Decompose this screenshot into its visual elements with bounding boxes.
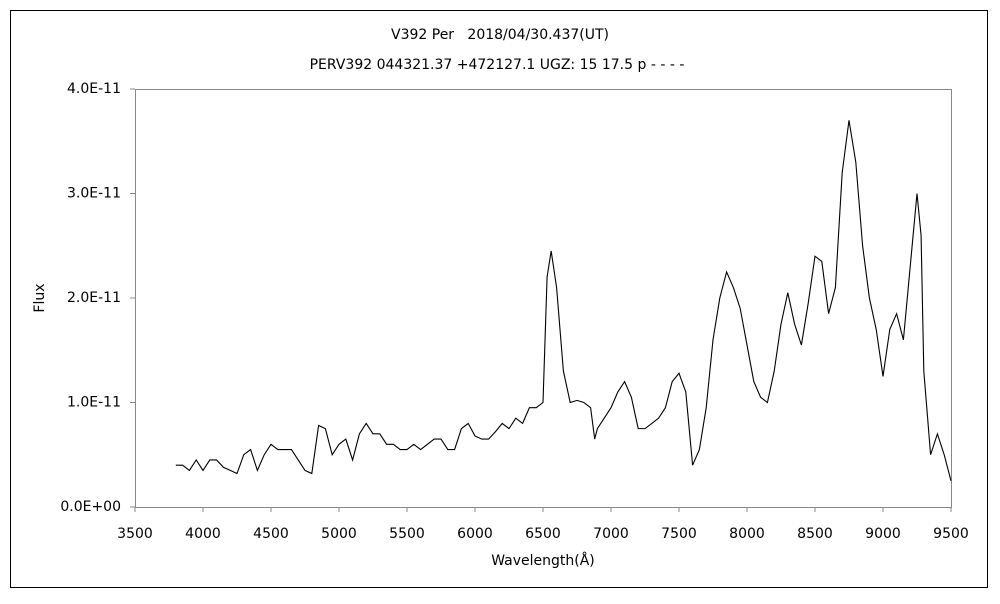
x-tick-label: 5000	[321, 526, 357, 542]
x-axis-label: Wavelength(Å)	[491, 552, 595, 569]
y-tick-label: 4.0E-11	[67, 81, 121, 97]
y-tick-label: 3.0E-11	[67, 186, 121, 202]
chart-title: V392 Per 2018/04/30.437(UT)	[391, 27, 609, 43]
x-tick-label: 9500	[933, 526, 969, 542]
frame	[10, 10, 988, 588]
x-tick-label: 4500	[253, 526, 289, 542]
x-tick-label: 8500	[797, 526, 833, 542]
x-tick-label: 5500	[389, 526, 425, 542]
x-tick-label: 6500	[525, 526, 561, 542]
x-tick-label: 7500	[661, 526, 697, 542]
y-axis-label: Flux	[32, 283, 48, 312]
y-tick-label: 1.0E-11	[67, 395, 121, 411]
x-tick-label: 3500	[117, 526, 153, 542]
x-tick-label: 4000	[185, 526, 221, 542]
chart-subtitle: PERV392 044321.37 +472127.1 UGZ: 15 17.5…	[310, 57, 685, 73]
y-tick-label: 2.0E-11	[67, 290, 121, 306]
spectrum-line	[175, 120, 952, 482]
x-tick-label: 9000	[865, 526, 901, 542]
y-tick-label: 0.0E+00	[60, 499, 121, 515]
x-tick-label: 7000	[593, 526, 629, 542]
x-tick-label: 8000	[729, 526, 765, 542]
x-tick-label: 6000	[457, 526, 493, 542]
